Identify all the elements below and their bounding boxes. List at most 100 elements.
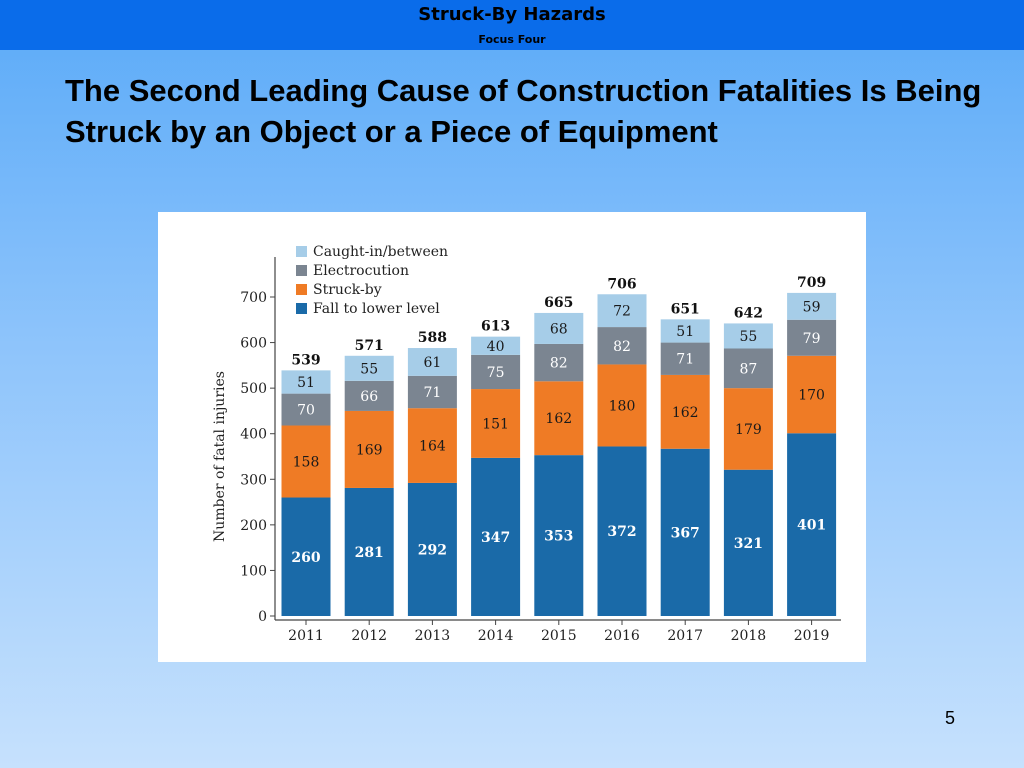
bar-segment <box>597 446 647 616</box>
legend-swatch <box>296 284 307 295</box>
header-bar: Struck-By Hazards Focus Four <box>0 0 1024 50</box>
segment-value-label: 164 <box>419 439 446 455</box>
legend-swatch <box>296 265 307 276</box>
slide-heading: The Second Leading Cause of Construction… <box>65 73 982 149</box>
legend-label: Fall to lower level <box>313 301 440 317</box>
segment-value-label: 321 <box>734 536 763 552</box>
chart-panel: 0 100 200 300 400 500 600 700 Number of fatal in… <box>158 212 866 662</box>
bar-total-label: 665 <box>544 295 573 311</box>
bar-segment <box>597 327 647 365</box>
segment-value-label: 179 <box>735 422 762 438</box>
segment-value-label: 68 <box>550 321 568 337</box>
bar-segment <box>407 482 457 616</box>
segment-value-label: 367 <box>671 525 700 541</box>
segment-value-label: 180 <box>609 398 636 414</box>
bar-total-label: 571 <box>355 338 384 354</box>
segment-value-label: 169 <box>356 442 383 458</box>
segment-value-label: 82 <box>613 339 631 355</box>
segment-value-label: 401 <box>797 518 826 534</box>
x-tick-label: 2013 <box>415 628 451 644</box>
bar-total-label: 588 <box>418 330 447 346</box>
segment-value-label: 55 <box>360 361 378 377</box>
x-tick-label: 2012 <box>351 628 387 644</box>
y-tick-label: 200 <box>240 518 267 534</box>
segment-value-label: 170 <box>798 388 825 404</box>
segment-value-label: 66 <box>360 389 378 405</box>
segment-value-label: 372 <box>607 524 636 540</box>
segment-value-label: 353 <box>544 529 573 545</box>
bar-segment <box>344 380 394 411</box>
bar-segment <box>407 375 457 409</box>
bar-segment <box>723 348 773 389</box>
bar-segment <box>660 342 710 375</box>
segment-value-label: 82 <box>550 356 568 372</box>
bar-segment <box>407 408 457 483</box>
segment-value-label: 72 <box>613 304 631 320</box>
x-tick-label: 2016 <box>604 628 640 644</box>
bar-segment <box>597 294 647 328</box>
bar-segment <box>723 388 773 470</box>
segment-value-label: 162 <box>672 405 699 421</box>
bar-total-label: 651 <box>671 301 700 317</box>
stacked-bar-chart: 0 100 200 300 400 500 600 700 Number of fatal in… <box>212 244 841 644</box>
segment-value-label: 55 <box>739 329 757 345</box>
bar-segment <box>534 381 584 456</box>
segment-value-label: 59 <box>803 299 821 315</box>
bar-segment <box>471 389 521 458</box>
x-tick-label: 2019 <box>794 628 830 644</box>
legend-swatch <box>296 303 307 314</box>
bar-segment <box>660 374 710 449</box>
bar-segment <box>407 348 457 376</box>
bar-segment <box>534 312 584 344</box>
legend-label: Struck-by <box>313 282 382 298</box>
bar-total-label: 613 <box>481 319 510 335</box>
segment-value-label: 51 <box>676 324 694 340</box>
bar-segment <box>660 448 710 616</box>
segment-value-label: 40 <box>487 339 505 355</box>
segment-value-label: 87 <box>739 361 757 377</box>
bar-segment <box>723 323 773 349</box>
bar-total-label: 706 <box>607 276 636 292</box>
segment-value-label: 75 <box>487 365 505 381</box>
x-tick-label: 2015 <box>541 628 577 644</box>
x-tick-label: 2014 <box>478 628 514 644</box>
bar-segment <box>471 354 521 390</box>
y-tick-label: 700 <box>240 290 267 306</box>
segment-value-label: 79 <box>803 331 821 347</box>
segment-value-label: 71 <box>423 385 441 401</box>
y-tick-label: 0 <box>258 609 267 625</box>
segment-value-label: 281 <box>355 545 384 561</box>
segment-value-label: 151 <box>482 416 509 432</box>
bar-segment <box>471 457 521 616</box>
segment-value-label: 158 <box>293 455 320 471</box>
page-number: 5 <box>945 708 956 728</box>
legend-swatch <box>296 246 307 257</box>
bar-segment <box>787 355 837 434</box>
header-title: Struck-By Hazards <box>418 4 606 25</box>
bar-segment <box>787 292 837 320</box>
bar-segment <box>281 425 331 498</box>
bar-segment <box>281 497 331 616</box>
bar-segment <box>787 433 837 616</box>
segment-value-label: 260 <box>291 550 320 566</box>
segment-value-label: 70 <box>297 403 315 419</box>
segment-value-label: 162 <box>545 411 572 427</box>
bar-segment <box>597 364 647 447</box>
x-tick-label: 2011 <box>288 628 324 644</box>
bar-total-label: 709 <box>797 275 826 291</box>
y-tick-label: 100 <box>240 563 267 579</box>
bar-total-label: 642 <box>734 305 763 321</box>
bar-segment <box>534 455 584 616</box>
header-subtitle: Focus Four <box>478 33 546 46</box>
bar-segment <box>660 319 710 343</box>
bar-segment <box>787 319 837 356</box>
legend-label: Caught-in/between <box>313 244 448 260</box>
segment-value-label: 51 <box>297 375 315 391</box>
y-tick-label: 500 <box>240 381 267 397</box>
segment-value-label: 61 <box>423 355 441 371</box>
bar-segment <box>344 487 394 616</box>
bar-segment <box>281 393 331 426</box>
segment-value-label: 347 <box>481 530 510 546</box>
legend-label: Electrocution <box>313 263 409 279</box>
y-tick-label: 600 <box>240 336 267 352</box>
